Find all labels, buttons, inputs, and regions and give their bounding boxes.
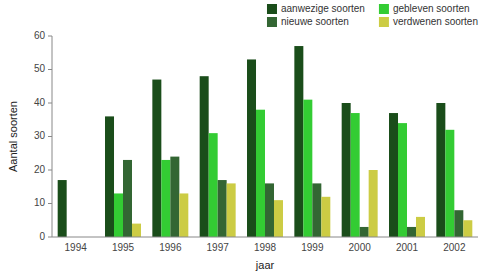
bar [369,170,378,237]
legend-label: aanwezige soorten [281,3,365,14]
y-tick-label: 60 [34,30,46,41]
bar [454,210,463,237]
bars [58,46,473,237]
bar [274,200,283,237]
bar [170,157,179,237]
bar [351,113,360,237]
legend-item: gebleven soorten [379,3,470,14]
bar [179,193,188,237]
legend-label: nieuwe soorten [281,16,349,27]
bar [123,160,132,237]
bar [445,130,454,237]
legend-swatch [267,17,277,27]
bar [303,100,312,237]
bar [312,183,321,237]
bar [407,227,416,237]
bar [161,160,170,237]
x-tick-label: 1995 [112,242,135,253]
y-tick-label: 10 [34,197,46,208]
y-ticks: 0 10 20 30 40 50 60 [34,30,52,242]
x-axis-line [52,237,478,238]
bar [463,220,472,237]
y-tick-label: 30 [34,130,46,141]
bar [105,116,114,237]
y-tick-label: 40 [34,97,46,108]
x-tick-label: 2000 [349,242,372,253]
y-tick [48,69,52,70]
y-tick [48,203,52,204]
x-tick-label: 2001 [396,242,419,253]
x-tick-label: 1998 [254,242,277,253]
bar [342,103,351,237]
y-tick [48,170,52,171]
x-axis-label: jaar [255,259,275,271]
legend-swatch [379,4,389,14]
legend-label: gebleven soorten [393,3,470,14]
y-tick-label: 0 [39,231,45,242]
x-tick-label: 1994 [65,242,88,253]
legend-item: verdwenen soorten [379,16,478,27]
bar [436,103,445,237]
y-tick-label: 50 [34,63,46,74]
legend-item: nieuwe soorten [267,16,349,27]
bar [247,59,256,237]
bar [389,113,398,237]
legend-item: aanwezige soorten [267,3,365,14]
bar [416,217,425,237]
y-tick [48,136,52,137]
bar [360,227,369,237]
bar [321,197,330,237]
bar [256,110,265,237]
y-tick [48,103,52,104]
bar [218,180,227,237]
x-tick-label: 1999 [301,242,324,253]
x-tick-label: 1996 [159,242,182,253]
y-tick [48,36,52,37]
legend: aanwezige soorten gebleven soorten nieuwe … [267,3,478,27]
y-tick-label: 20 [34,164,46,175]
legend-swatch [267,4,277,14]
bar [132,224,141,237]
bar [209,133,218,237]
legend-label: verdwenen soorten [393,16,478,27]
bar [58,180,67,237]
bar [265,183,274,237]
bar [398,123,407,237]
legend-swatch [379,17,389,27]
y-axis-label: Aantal soorten [7,101,19,172]
bar [294,46,303,237]
x-ticks: 1994 1995 1996 1997 1998 1999 2000 2001 2002 [65,242,466,253]
y-tick [48,237,52,238]
x-tick-label: 1997 [207,242,230,253]
bar [152,80,161,237]
bar [227,183,236,237]
bar [114,193,123,237]
chart: 0 10 20 30 40 50 60 1994 1995 1996 1997 1998 1999 200… [0,0,490,277]
x-tick-label: 2002 [443,242,466,253]
bar [200,76,209,237]
